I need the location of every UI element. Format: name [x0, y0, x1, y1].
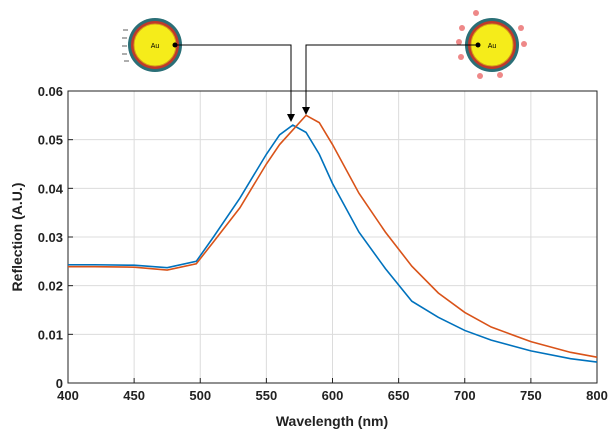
- series-line: [68, 114, 598, 358]
- x-tick-label: 750: [520, 388, 542, 403]
- y-tick-label: 0.05: [38, 133, 63, 148]
- x-tick-label: 450: [123, 388, 145, 403]
- y-tick-label: 0.02: [38, 279, 63, 294]
- x-tick-label: 400: [57, 388, 79, 403]
- x-tick-label: 800: [586, 388, 608, 403]
- y-axis-label: Reflection (A.U.): [9, 183, 25, 292]
- particle-right: Au: [456, 10, 527, 79]
- x-axis-label: Wavelength (nm): [276, 413, 388, 429]
- x-tick-label: 700: [454, 388, 476, 403]
- arrow: [175, 44, 295, 122]
- grid: [67, 90, 598, 384]
- y-tick-label: 0: [56, 376, 63, 391]
- y-tick-label: 0.04: [38, 181, 64, 196]
- y-tick-label: 0.01: [38, 327, 63, 342]
- x-tick-label: 550: [256, 388, 278, 403]
- arrow: [302, 44, 478, 115]
- series-line: [68, 124, 598, 363]
- x-tick-label: 500: [189, 388, 211, 403]
- particle-label: Au: [488, 43, 497, 50]
- x-tick-label: 650: [388, 388, 410, 403]
- particle-left: Au: [122, 18, 182, 72]
- particle-label: Au: [151, 43, 160, 50]
- x-tick-label: 600: [322, 388, 344, 403]
- y-tick-label: 0.03: [38, 230, 63, 245]
- y-tick-label: 0.06: [38, 84, 63, 99]
